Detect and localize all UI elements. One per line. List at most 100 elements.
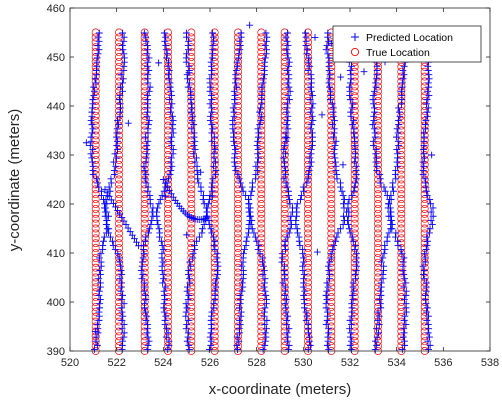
predicted-location-point xyxy=(346,316,354,324)
predicted-location-point xyxy=(103,217,111,224)
predicted-location-point xyxy=(183,337,191,345)
predicted-location-point xyxy=(253,167,261,174)
predicted-location-point xyxy=(397,246,405,253)
true-location-point xyxy=(234,72,242,81)
predicted-location-point xyxy=(209,33,217,41)
true-location-point xyxy=(234,126,242,135)
predicted-location-point xyxy=(394,137,402,145)
predicted-location-point xyxy=(373,162,381,170)
predicted-location-point xyxy=(146,83,154,91)
predicted-location-point xyxy=(213,266,221,274)
true-location-point xyxy=(164,106,172,115)
true-location-point xyxy=(397,77,406,86)
predicted-location-point xyxy=(285,229,293,237)
predicted-location-point xyxy=(113,142,121,149)
predicted-location-point xyxy=(284,100,291,108)
predicted-location-point xyxy=(305,54,313,62)
true-location-point xyxy=(374,234,382,243)
predicted-location-point xyxy=(322,46,330,54)
predicted-location-point xyxy=(375,321,383,328)
true-location-point xyxy=(164,200,172,208)
predicted-location-point xyxy=(142,154,150,162)
predicted-location-point xyxy=(400,271,408,278)
predicted-location-point xyxy=(323,42,331,49)
true-location-point xyxy=(397,322,406,331)
predicted-location-point xyxy=(326,271,333,278)
predicted-location-point xyxy=(307,125,315,133)
predicted-location-point xyxy=(263,33,271,41)
true-location-point xyxy=(164,239,172,248)
predicted-location-point xyxy=(90,87,98,95)
true-location-point xyxy=(140,102,149,110)
predicted-location-point xyxy=(424,337,432,345)
predicted-location-point xyxy=(208,229,216,237)
predicted-location-point xyxy=(162,46,170,54)
predicted-location-point xyxy=(372,75,380,83)
true-location-point xyxy=(234,67,242,76)
true-location-point xyxy=(234,214,242,223)
predicted-location-point xyxy=(90,83,98,91)
predicted-location-point xyxy=(164,62,172,70)
predicted-location-point xyxy=(285,325,293,333)
true-location-point xyxy=(187,268,196,277)
true-location-point xyxy=(187,239,196,248)
predicted-location-point xyxy=(306,96,314,104)
predicted-location-point xyxy=(346,67,354,74)
predicted-location-point xyxy=(164,329,172,337)
true-location-point xyxy=(257,175,266,184)
predicted-location-point xyxy=(248,225,256,233)
true-location-point xyxy=(327,102,336,110)
true-location-point xyxy=(140,151,149,159)
true-location-point xyxy=(420,332,429,341)
predicted-location-point xyxy=(105,225,113,233)
predicted-location-point xyxy=(209,125,217,133)
predicted-location-point xyxy=(197,168,205,176)
true-location-point xyxy=(91,190,100,199)
predicted-location-point xyxy=(345,221,352,228)
predicted-location-point xyxy=(169,129,177,137)
true-location-point xyxy=(304,102,312,110)
predicted-location-point xyxy=(82,139,90,147)
true-location-point xyxy=(327,204,336,213)
predicted-location-point xyxy=(209,42,217,49)
predicted-location-point xyxy=(345,83,353,91)
predicted-location-point xyxy=(193,237,201,245)
x-tick-label: 524 xyxy=(154,357,172,369)
true-location-point xyxy=(210,332,219,341)
predicted-location-point xyxy=(303,46,311,54)
true-location-point xyxy=(234,209,242,218)
predicted-location-point xyxy=(144,137,152,145)
true-location-point xyxy=(327,214,336,223)
predicted-location-point xyxy=(92,328,100,335)
predicted-location-point xyxy=(306,62,314,70)
predicted-location-point xyxy=(161,316,169,324)
predicted-location-point xyxy=(140,250,148,258)
predicted-location-point xyxy=(260,283,268,291)
predicted-location-point xyxy=(424,237,431,245)
predicted-location-point xyxy=(138,275,146,283)
predicted-location-point xyxy=(369,92,377,99)
x-tick-label: 522 xyxy=(107,357,125,369)
true-location-point xyxy=(91,298,100,306)
predicted-location-point xyxy=(95,291,103,299)
predicted-location-point xyxy=(351,158,359,166)
true-location-point xyxy=(164,126,172,135)
true-location-point xyxy=(91,67,100,76)
predicted-location-point xyxy=(147,221,155,228)
true-location-point xyxy=(234,121,242,130)
true-location-point xyxy=(304,190,312,199)
predicted-location-point xyxy=(169,117,177,124)
predicted-location-point xyxy=(346,79,354,87)
true-location-point xyxy=(327,224,336,233)
predicted-location-point xyxy=(237,29,245,37)
true-location-point xyxy=(234,258,242,267)
predicted-location-point xyxy=(329,121,336,129)
predicted-location-point xyxy=(203,214,211,222)
predicted-location-point xyxy=(168,162,176,170)
true-location-point xyxy=(327,160,336,169)
predicted-location-point xyxy=(162,42,170,49)
true-location-point xyxy=(91,249,100,257)
predicted-location-point xyxy=(292,217,300,224)
predicted-location-point xyxy=(94,50,102,58)
predicted-location-point xyxy=(231,146,239,154)
